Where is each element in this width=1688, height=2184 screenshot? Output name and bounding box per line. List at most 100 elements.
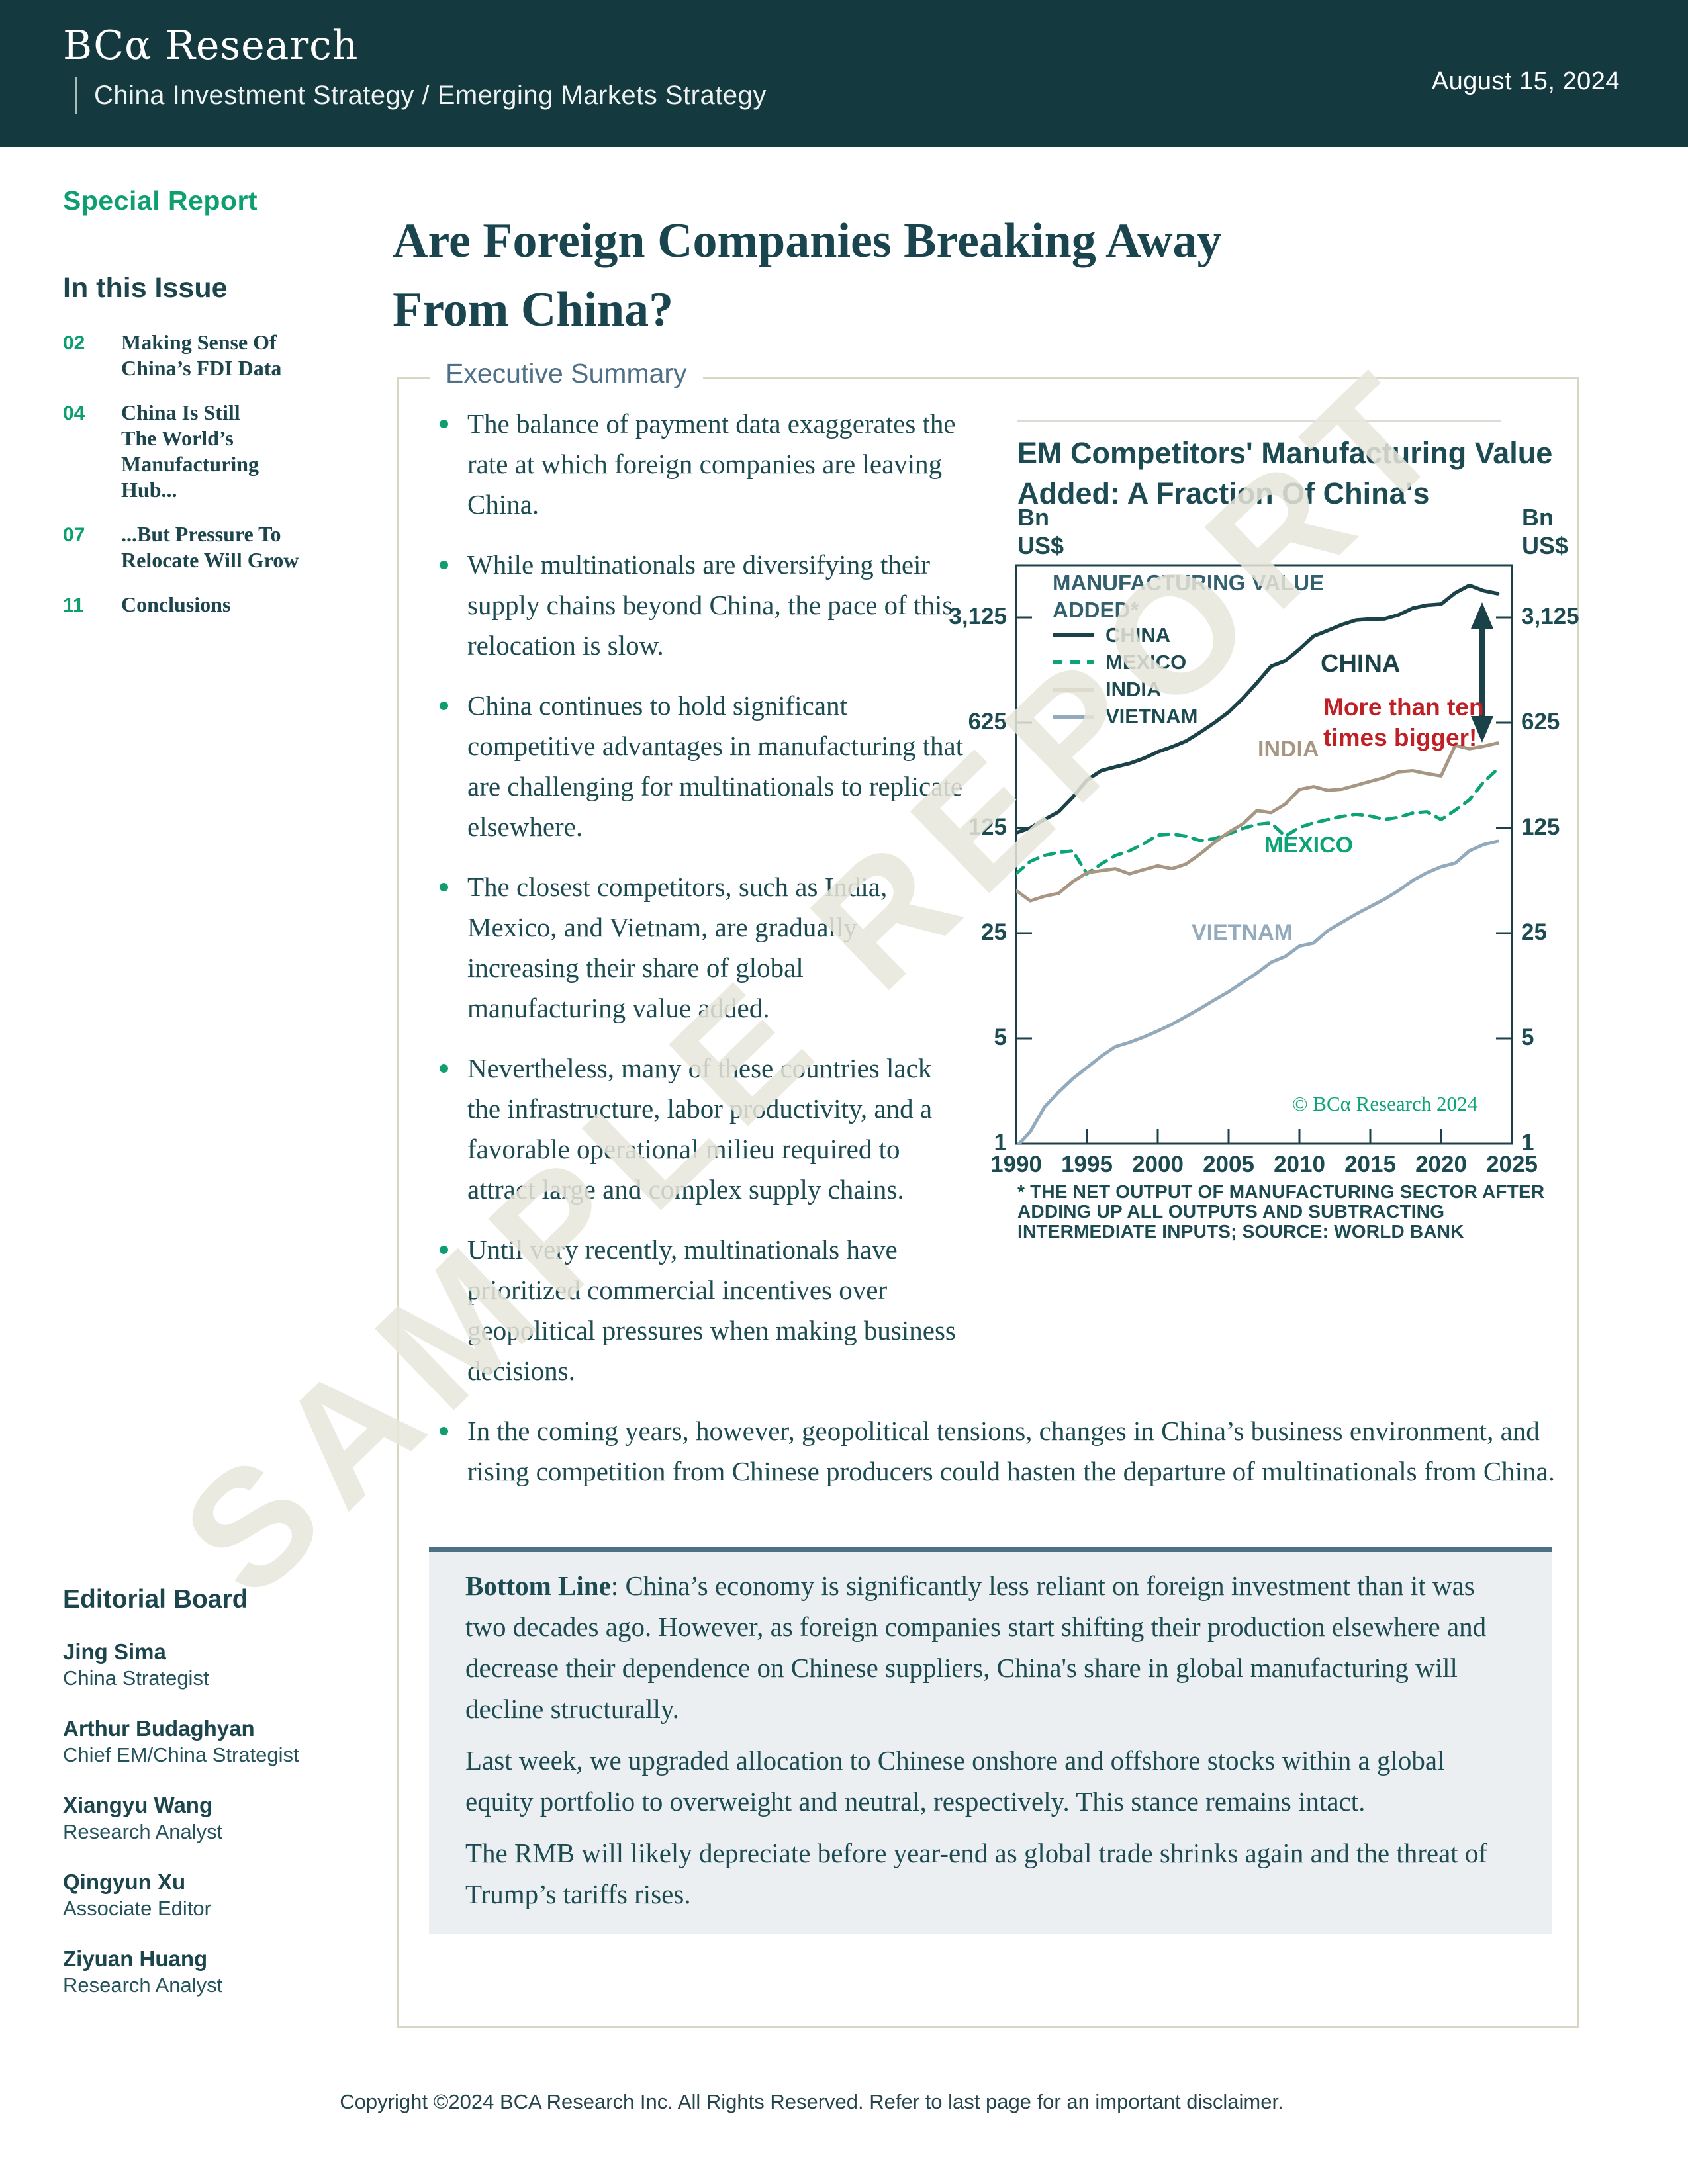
legend-item-mexico: MEXICO — [1053, 651, 1186, 674]
member-name: Ziyuan Huang — [63, 1946, 208, 1971]
vietnam-series-label: VIETNAM — [1192, 920, 1293, 945]
toc-page-number: 04 — [63, 402, 85, 424]
member-role: China Strategist — [63, 1666, 209, 1690]
chart-copyright: © BCα Research 2024 — [1292, 1092, 1477, 1115]
x-tick-label: 2025 — [1486, 1152, 1538, 1177]
member-name: Jing Sima — [63, 1639, 166, 1664]
header-band: BCα Research China Investment Strategy /… — [0, 0, 1688, 147]
x-tick-label: 2015 — [1344, 1152, 1396, 1177]
bca-research-logo: BCα Research — [63, 23, 359, 69]
x-tick-label: 2020 — [1415, 1152, 1467, 1177]
strategy-subtitle: China Investment Strategy / Emerging Mar… — [75, 77, 767, 114]
india-line-sample — [1053, 688, 1094, 692]
mexico-series-label: MEXICO — [1264, 833, 1354, 858]
bullet-text: The closest competitors, such as India, … — [467, 872, 888, 1023]
bullet-item: The closest competitors, such as India, … — [436, 867, 1557, 1028]
bullet-item: While multinationals are diversifying th… — [436, 545, 1557, 666]
member-role: Chief EM/China Strategist — [63, 1743, 299, 1766]
in-this-issue-heading: In this Issue — [63, 272, 228, 304]
chart-top-rule — [1017, 420, 1501, 422]
bottom-line-text: : China’s economy is significantly less … — [465, 1570, 1487, 1724]
editorial-member: Ziyuan Huang Research Analyst — [63, 1945, 371, 1998]
bottom-line-paragraph: Last week, we upgraded allocation to Chi… — [465, 1745, 1445, 1817]
y-tick-label-right: 25 — [1521, 919, 1547, 945]
editorial-member: Xiangyu Wang Research Analyst — [63, 1792, 371, 1844]
report-date: August 15, 2024 — [1431, 68, 1620, 95]
y-tick-label-right: 3,125 — [1521, 604, 1579, 629]
vietnam-line-sample — [1053, 715, 1094, 719]
bottom-line-lead: Bottom Line — [465, 1570, 611, 1601]
bullet-item: Nevertheless, many of these countries la… — [436, 1048, 1557, 1210]
bullet-text: China continues to hold significant comp… — [467, 690, 964, 842]
member-role: Research Analyst — [63, 1974, 223, 1997]
member-name: Xiangyu Wang — [63, 1793, 213, 1817]
y-tick-label-left: 125 — [968, 814, 1007, 840]
bullet-item: Until very recently, multinationals have… — [436, 1230, 1557, 1391]
ten-times-bigger-callout: More than ten times bigger! — [1323, 694, 1484, 751]
toc-title: Making Sense Of China’s FDI Data — [121, 330, 282, 380]
china-series-label: CHINA — [1321, 650, 1401, 678]
toc-title: Conclusions — [121, 592, 231, 616]
bottom-line-paragraph: The RMB will likely depreciate before ye… — [465, 1838, 1488, 1909]
y-tick-label-left: 25 — [981, 919, 1007, 945]
y-tick-label-left: 5 — [994, 1024, 1007, 1050]
editorial-board-heading: Editorial Board — [63, 1585, 248, 1614]
chart-block: EM Competitors' Manufacturing Value Adde… — [949, 404, 1579, 1317]
india-series-label: INDIA — [1258, 737, 1319, 762]
executive-summary-box: Executive Summary EM Competitors' Manufa… — [397, 358, 1579, 2028]
toc-item-conclusions[interactable]: 11 Conclusions — [63, 592, 371, 617]
member-name: Qingyun Xu — [63, 1870, 186, 1894]
special-report-label: Special Report — [63, 185, 258, 216]
line-chart-plot — [1015, 564, 1513, 1145]
x-tick-label: 2005 — [1203, 1152, 1254, 1177]
y-tick-label-left: 625 — [968, 709, 1007, 735]
bottom-line-paragraph: Bottom Line: China’s economy is signific… — [465, 1565, 1516, 1729]
toc-title: ...But Pressure To Relocate Will Grow — [121, 522, 299, 572]
toc-page-number: 07 — [63, 524, 85, 546]
chart-footnote: * THE NET OUTPUT OF MANUFACTURING SECTOR… — [1017, 1181, 1545, 1242]
sidebar: Special Report In this Issue 02 Making S… — [63, 147, 371, 2184]
legend-item-india: INDIA — [1053, 678, 1161, 702]
legend-title: MANUFACTURING VALUE ADDED* — [1053, 570, 1325, 622]
bullet-text: Nevertheless, many of these countries la… — [467, 1053, 933, 1205]
page-title: Are Foreign Companies Breaking Away From… — [393, 213, 1222, 337]
copyright-footer: Copyright ©2024 BCA Research Inc. All Ri… — [340, 2090, 1284, 2113]
bullet-item: China continues to hold significant comp… — [436, 686, 1557, 847]
y-tick-label-right: 1 — [1521, 1130, 1534, 1156]
editorial-board: Editorial Board Jing Sima China Strategi… — [63, 1585, 371, 1998]
bullet-item: In the coming years, however, geopolitic… — [436, 1411, 1557, 1492]
y-axis-unit-right: Bn US$ — [1522, 504, 1569, 559]
bullet-item: The balance of payment data exaggerates … — [436, 404, 1557, 525]
toc-title: China Is Still The World’s Manufacturing… — [121, 400, 259, 502]
toc-item-pressure-to-relocate[interactable]: 07 ...But Pressure To Relocate Will Grow — [63, 522, 371, 573]
editorial-member: Jing Sima China Strategist — [63, 1638, 371, 1691]
editorial-member: Qingyun Xu Associate Editor — [63, 1868, 371, 1921]
chart-title: EM Competitors' Manufacturing Value Adde… — [1017, 436, 1553, 510]
mexico-line-sample — [1053, 660, 1094, 664]
table-of-contents: 02 Making Sense Of China’s FDI Data 04 C… — [63, 330, 371, 617]
y-tick-label-left: 1 — [994, 1130, 1007, 1156]
member-name: Arthur Budaghyan — [63, 1716, 255, 1741]
legend-item-china: CHINA — [1053, 623, 1170, 647]
bullet-text: In the coming years, however, geopolitic… — [467, 1416, 1556, 1486]
x-tick-label: 1995 — [1061, 1152, 1113, 1177]
legend-item-vietnam: VIETNAM — [1053, 705, 1198, 729]
toc-item-fdi-data[interactable]: 02 Making Sense Of China’s FDI Data — [63, 330, 371, 381]
legend-label: CHINA — [1105, 623, 1171, 647]
toc-item-manufacturing-hub[interactable]: 04 China Is Still The World’s Manufactur… — [63, 400, 371, 503]
x-tick-label: 2010 — [1274, 1152, 1325, 1177]
bullet-text: The balance of payment data exaggerates … — [467, 408, 956, 520]
y-axis-unit-left: Bn US$ — [1017, 504, 1064, 559]
member-role: Associate Editor — [63, 1897, 211, 1920]
executive-summary-label: Executive Summary — [430, 358, 703, 389]
legend-label: VIETNAM — [1105, 705, 1198, 728]
bullet-text: Until very recently, multinationals have… — [467, 1234, 956, 1386]
x-tick-label: 1990 — [990, 1152, 1042, 1177]
china-line-sample — [1053, 633, 1094, 637]
x-tick-label: 2000 — [1132, 1152, 1184, 1177]
bottom-line-box: Bottom Line: China’s economy is signific… — [429, 1547, 1552, 1934]
legend-label: INDIA — [1105, 678, 1162, 701]
editorial-member: Arthur Budaghyan Chief EM/China Strategi… — [63, 1715, 371, 1768]
toc-page-number: 02 — [63, 332, 85, 354]
y-tick-label-right: 125 — [1521, 814, 1560, 840]
